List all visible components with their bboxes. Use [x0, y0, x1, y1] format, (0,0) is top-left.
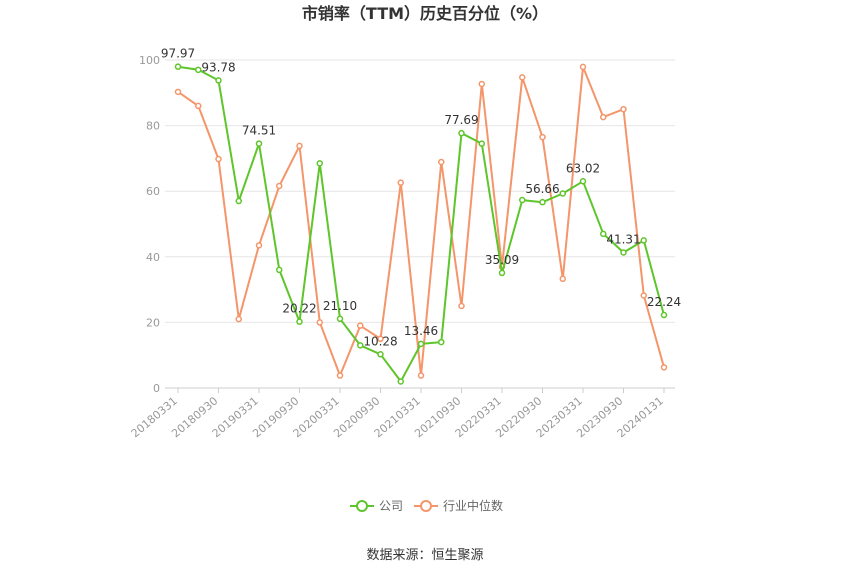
series-0-point: [519, 196, 526, 204]
series-0-point: [620, 249, 627, 256]
data-label: 13.46: [404, 324, 438, 338]
series-1-point: [397, 179, 404, 186]
y-tick-label: 20: [146, 316, 160, 329]
grid: [165, 59, 675, 323]
series-1-point: [235, 315, 242, 323]
series-1-point: [519, 74, 526, 81]
series-1-point: [417, 372, 425, 379]
legend-label: 行业中位数: [443, 498, 503, 513]
y-tick-label: 40: [146, 251, 160, 264]
data-label: 56.66: [525, 182, 559, 196]
legend-item-1[interactable]: 行业中位数: [414, 498, 503, 513]
chart-title: 市销率（TTM）历史百分位（%）: [302, 4, 548, 23]
data-label: 35.09: [485, 253, 519, 267]
source-note: 数据来源：恒生聚源: [366, 548, 483, 563]
series-1-point: [357, 322, 364, 329]
series-1-point: [195, 102, 202, 110]
series-0-point: [276, 266, 283, 274]
series-0-point: [559, 190, 566, 197]
y-tick-label: 80: [146, 120, 160, 133]
x-axis: 2018033120180930201903312019093020200331…: [129, 387, 675, 440]
data-label: 22.24: [647, 295, 681, 309]
series-1-point: [478, 80, 485, 88]
series-1-point: [336, 372, 344, 379]
y-tick-label: 0: [153, 382, 160, 395]
series-0-point: [478, 140, 485, 147]
series-0-point: [438, 338, 445, 346]
series-1-point: [660, 364, 668, 371]
series-1-point: [600, 113, 607, 121]
series-1-point: [215, 155, 222, 163]
series-1-point: [579, 63, 587, 71]
series-0-point: [215, 77, 222, 84]
legend: 公司 行业中位数: [350, 498, 503, 513]
data-label: 93.78: [201, 60, 235, 74]
series-1-point: [539, 133, 546, 141]
series-0-point: [235, 197, 242, 205]
series-0-point: [458, 129, 465, 137]
y-axis: 0 20 40 60 80 100: [139, 54, 160, 395]
series-1-point: [640, 292, 647, 299]
data-label: 10.28: [363, 334, 397, 348]
series-1-point: [255, 242, 263, 249]
series-layer: [174, 63, 668, 385]
data-label-layer: 97.97 93.78 74.51 20.22 21.10 10.28 13.46 77.69…: [161, 47, 681, 349]
legend-swatch-marker: [420, 500, 432, 512]
series-0-point: [174, 63, 182, 70]
legend-swatch-marker: [356, 500, 368, 512]
series-0-point: [377, 351, 384, 358]
series-1-point: [296, 142, 303, 150]
series-1-point: [377, 335, 384, 343]
data-label: 20.22: [282, 302, 316, 316]
series-0-point: [660, 311, 668, 319]
series-0-point: [417, 340, 425, 348]
y-tick-label: 60: [146, 185, 160, 198]
series-0-point: [195, 66, 202, 74]
series-1-point: [559, 275, 566, 283]
series-1-point: [276, 182, 283, 190]
legend-label: 公司: [379, 499, 403, 513]
series-0-point: [640, 237, 647, 244]
data-label: 77.69: [444, 113, 478, 127]
series-0-point: [397, 378, 404, 385]
legend-item-0[interactable]: 公司: [350, 499, 403, 513]
data-label: 41.31: [606, 233, 640, 247]
data-label: 74.51: [242, 124, 276, 138]
series-0-point: [600, 230, 607, 238]
series-1-point: [316, 319, 323, 326]
series-0-point: [539, 198, 546, 206]
series-0-point: [336, 315, 344, 323]
series-0-point: [316, 160, 323, 167]
data-label: 21.10: [323, 299, 357, 313]
data-label: 63.02: [566, 161, 600, 175]
series-0-point: [579, 178, 587, 185]
series-0-point: [498, 269, 506, 277]
series-0-point: [357, 342, 364, 349]
series-0-point: [296, 318, 303, 325]
series-0-point: [255, 140, 263, 147]
data-label: 97.97: [161, 47, 195, 61]
y-tick-label: 100: [139, 54, 160, 67]
series-1-point: [620, 105, 627, 113]
series-1-point: [438, 158, 445, 166]
series-1-point: [458, 302, 465, 310]
series-1-point: [174, 88, 182, 96]
